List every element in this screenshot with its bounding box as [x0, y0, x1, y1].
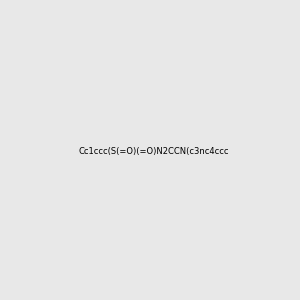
Text: Cc1ccc(S(=O)(=O)N2CCN(c3nc4ccc: Cc1ccc(S(=O)(=O)N2CCN(c3nc4ccc — [79, 147, 229, 156]
